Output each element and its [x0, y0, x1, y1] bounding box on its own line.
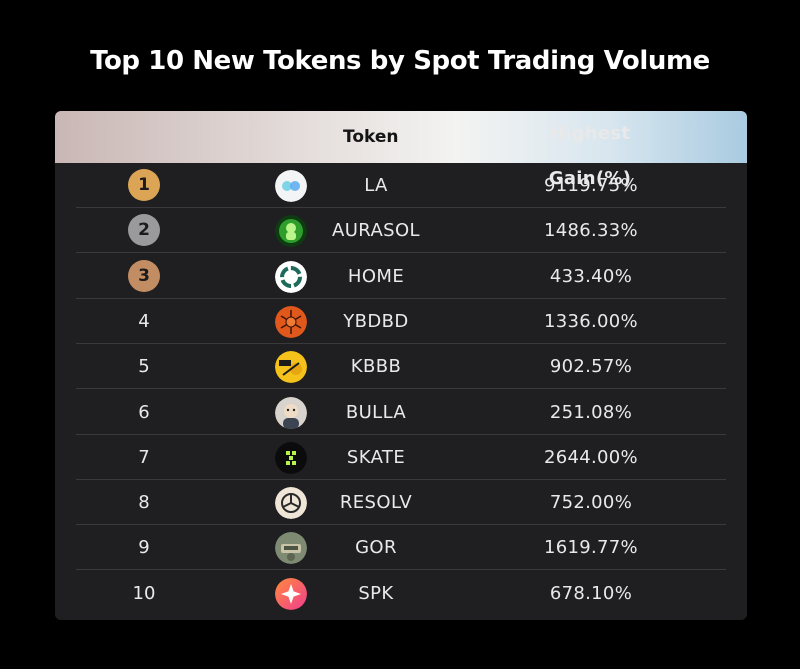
page-title: Top 10 New Tokens by Spot Trading Volume [90, 46, 710, 76]
table-row: 8 RESOLV 752.00% [76, 480, 726, 526]
highest-gain-value: 678.10% [549, 582, 633, 604]
rank-number: 10 [132, 582, 156, 604]
table-row: 9 GOR 1619.77% [76, 525, 726, 571]
row-divider [76, 297, 726, 299]
table-row: 6 BULLA 251.08% [76, 390, 726, 435]
highest-gain-value: 251.08% [549, 401, 633, 423]
kbbb-icon [275, 351, 307, 384]
table-row: 10 SPK 678.10% [76, 571, 726, 616]
table-row: 7 SKATE 2644.00% [76, 435, 726, 480]
table-row: 5 KBBB 902.57% [76, 344, 726, 390]
token-name: LA [364, 175, 388, 196]
ranking-table: Token Highest Gain(%) 1 LA 9119.75% 2 AURASO… [55, 111, 747, 620]
token-name: BULLA [345, 401, 407, 423]
spk-icon [275, 577, 307, 610]
rank-number: 4 [138, 310, 150, 332]
row-divider [76, 388, 726, 390]
row-divider [76, 478, 726, 480]
highest-gain-value: 752.00% [549, 492, 633, 514]
token-name: YBDBD [343, 310, 409, 332]
table-header: Token Highest Gain(%) [55, 111, 747, 189]
table-row: 2 AURASOL 1486.33% [76, 208, 726, 254]
table-row: 3 HOME 433.40% [76, 254, 726, 299]
table-row: 4 YBDBD 1336.00% [76, 299, 726, 344]
highest-gain-value: 9119.75% [544, 175, 638, 196]
highest-gain-value: 1619.77% [544, 537, 638, 559]
highest-gain-value: 1336.00% [544, 310, 638, 332]
row-divider [76, 207, 726, 208]
token-name: GOR [355, 537, 397, 559]
gor-icon [275, 532, 307, 565]
rank-medal-gold: 1 [128, 169, 160, 201]
token-name: KBBB [350, 356, 402, 378]
rank-medal-bronze: 3 [128, 259, 160, 292]
token-name: SKATE [346, 446, 406, 468]
token-name: HOME [347, 265, 405, 287]
ybdbd-icon [275, 305, 307, 338]
column-header-gain: Highest Gain(%) [548, 123, 632, 189]
highest-gain-value: 433.40% [549, 265, 633, 287]
resolv-icon [275, 487, 307, 520]
rank-number: 9 [138, 537, 150, 559]
rank-medal-silver: 2 [128, 214, 160, 247]
home-icon [275, 260, 307, 293]
row-divider [76, 569, 726, 571]
bulla-icon [275, 396, 307, 429]
row-divider [76, 342, 726, 344]
row-divider [76, 433, 726, 435]
column-header-token: Token [343, 127, 399, 147]
token-name: AURASOL [331, 220, 420, 242]
row-divider [76, 524, 726, 526]
rank-number: 8 [138, 492, 150, 514]
skate-icon [275, 441, 307, 474]
token-name: RESOLV [339, 492, 413, 514]
token-name: SPK [358, 582, 394, 604]
highest-gain-value: 1486.33% [544, 220, 638, 242]
aurasol-icon [275, 215, 307, 248]
highest-gain-value: 902.57% [549, 356, 633, 378]
la-icon [275, 170, 307, 202]
rank-number: 5 [138, 356, 150, 378]
rank-number: 7 [138, 446, 150, 468]
row-divider [76, 252, 726, 254]
highest-gain-value: 2644.00% [544, 446, 638, 468]
table-row: 1 LA 9119.75% [76, 163, 726, 208]
rank-number: 6 [138, 401, 150, 423]
